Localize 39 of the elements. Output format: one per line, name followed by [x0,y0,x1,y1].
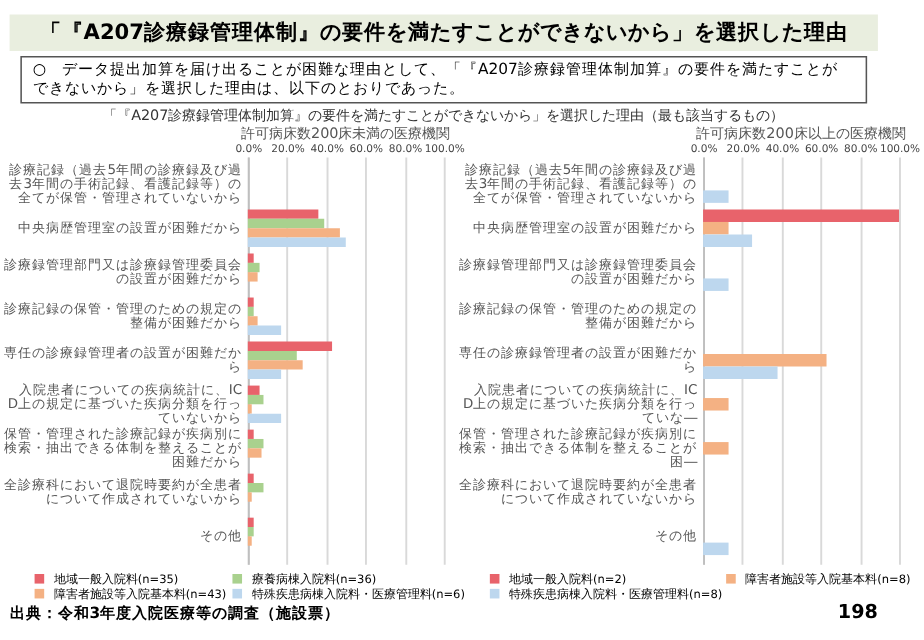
text: ○ データ提出加算を届け出ることが困難な理由として、「『A207診療録管理体制加算』の要件を満たすことができないから」を選択した理由は、以下のとおりであった。 [32,60,840,98]
bar [247,385,260,395]
bar [247,237,346,247]
text: 198 [837,601,879,624]
bar [703,190,729,203]
bar [247,482,264,493]
text: 「『A207診療録管理体制』の要件を満たすことができないから」を選択した理由 [39,19,848,46]
bar [703,398,729,411]
bar [247,473,254,483]
bar [247,262,260,273]
bar [703,366,778,379]
bar [247,517,254,528]
bar [247,306,254,317]
bar [703,221,729,235]
bar [247,272,258,282]
bar [247,341,333,351]
bar [247,394,264,405]
bar [247,448,262,458]
bar [247,209,319,219]
bar [247,438,264,449]
bar [247,429,254,439]
bar [703,442,729,455]
bar [247,413,282,423]
bar [703,209,900,222]
bar [247,360,303,370]
bar [247,316,258,326]
bar [247,228,340,238]
bar [703,234,753,247]
bar [703,542,729,556]
bar [247,527,254,537]
bar [703,278,729,291]
bar [247,253,254,263]
source-note: 出典：令和3年度入院医療等の調査（施設票） [9,601,341,622]
bar [247,218,325,229]
bar [247,297,254,307]
bar [247,350,297,361]
bar [247,369,282,379]
bar [247,325,282,335]
bar [703,354,827,367]
